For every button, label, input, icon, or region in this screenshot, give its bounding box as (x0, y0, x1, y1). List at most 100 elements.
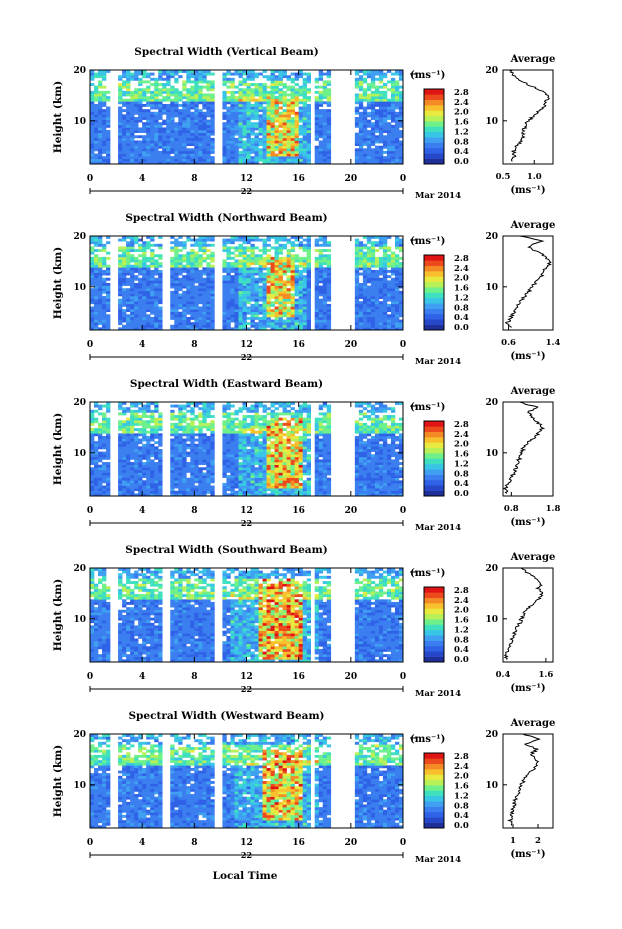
heatmap-cell (174, 143, 179, 147)
heatmap-cell (242, 283, 247, 286)
heatmap-cell (374, 309, 380, 313)
heatmap-cell (262, 303, 267, 307)
heatmap-cell (210, 145, 215, 149)
heatmap-cell (106, 96, 111, 100)
heatmap-cell (298, 145, 303, 149)
heatmap-cell (94, 327, 99, 331)
heatmap-cell (134, 459, 139, 463)
heatmap-cell (94, 264, 99, 268)
heatmap-cell (370, 272, 376, 276)
heatmap-cell (250, 88, 255, 92)
heatmap-cell (202, 298, 207, 302)
heatmap-cell (370, 306, 376, 310)
heatmap-cell (210, 288, 215, 292)
heatmap-cell (126, 267, 131, 271)
heatmap-cell (174, 158, 179, 162)
heatmap-cell (94, 462, 99, 465)
heatmap-cell (282, 150, 287, 154)
heatmap-cell (234, 111, 239, 115)
heatmap-cell (258, 322, 263, 326)
heatmap-cell (126, 124, 131, 128)
heatmap-cell (106, 269, 111, 273)
heatmap-cell (382, 314, 388, 318)
heatmap-cell (138, 156, 143, 160)
heatmap-cell (126, 140, 131, 144)
heatmap-cell (190, 90, 195, 94)
heatmap-cell (378, 324, 384, 328)
heatmap-cell (326, 109, 332, 113)
heatmap-cell (122, 130, 127, 133)
heatmap-cell (94, 311, 99, 315)
heatmap-cell (154, 96, 159, 100)
heatmap-cell (150, 285, 155, 289)
heatmap-cell (362, 267, 368, 271)
heatmap-cell (394, 256, 400, 260)
heatmap-cell (294, 161, 299, 165)
heatmap-cell (190, 275, 195, 279)
heatmap-cell (278, 290, 283, 294)
heatmap-cell (250, 269, 255, 273)
heatmap-cell (370, 303, 376, 307)
heatmap-cell (322, 306, 328, 310)
heatmap-cell (246, 256, 251, 260)
heatmap-cell (278, 277, 283, 281)
heatmap-cell (190, 477, 195, 481)
heatmap-cell (102, 137, 107, 141)
heatmap-cell (378, 296, 384, 299)
heatmap-cell (122, 161, 127, 165)
heatmap-cell (222, 314, 227, 318)
heatmap-cell (146, 306, 151, 310)
heatmap-cell (238, 319, 243, 323)
heatmap-cell (314, 277, 320, 281)
heatmap-cell (222, 135, 227, 139)
heatmap-cell (302, 314, 307, 318)
heatmap-cell (234, 96, 239, 100)
heatmap-cell (194, 150, 199, 154)
heatmap-cell (94, 309, 99, 313)
heatmap-cell (274, 148, 279, 152)
heatmap-cell (290, 327, 295, 331)
heatmap-cell (382, 309, 388, 313)
heatmap-cell (206, 70, 211, 73)
heatmap-cell (234, 316, 239, 320)
heatmap-cell (206, 140, 211, 144)
heatmap-cell (154, 101, 159, 105)
heatmap-cell (362, 153, 368, 157)
heatmap-cell (250, 140, 255, 144)
heatmap-cell (270, 319, 275, 323)
heatmap-cell (90, 70, 95, 73)
heatmap-cell (278, 122, 283, 126)
heatmap-cell (358, 306, 364, 310)
heatmap-cell (150, 119, 155, 123)
heatmap-cell (146, 409, 151, 413)
heatmap-cell (314, 264, 320, 268)
heatmap-cell (146, 459, 151, 463)
heatmap-cell (318, 153, 324, 157)
heatmap-cell (222, 103, 227, 107)
heatmap-cell (158, 83, 163, 86)
heatmap-cell (262, 264, 267, 268)
heatmap-cell (230, 130, 235, 133)
heatmap-cell (130, 122, 135, 126)
heatmap-cell (326, 327, 332, 331)
heatmap-cell (122, 122, 127, 126)
heatmap-cell (282, 267, 287, 271)
heatmap-cell (154, 469, 159, 473)
heatmap-cell (158, 262, 163, 266)
heatmap-cell (190, 158, 195, 162)
heatmap-cell (122, 456, 127, 460)
heatmap-cell (94, 293, 99, 297)
heatmap-cell (118, 488, 123, 492)
heatmap-cell (122, 119, 127, 123)
heatmap-cell (266, 137, 271, 141)
heatmap-cell (186, 322, 191, 326)
heatmap-cell (370, 70, 376, 73)
heatmap-cell (130, 119, 135, 123)
heatmap-cell (170, 269, 175, 273)
heatmap-cell (362, 90, 368, 94)
heatmap-cell (242, 327, 247, 331)
heatmap-cell (190, 288, 195, 292)
heatmap-cell (230, 145, 235, 149)
heatmap-cell (358, 103, 364, 107)
heatmap-cell (186, 143, 191, 147)
